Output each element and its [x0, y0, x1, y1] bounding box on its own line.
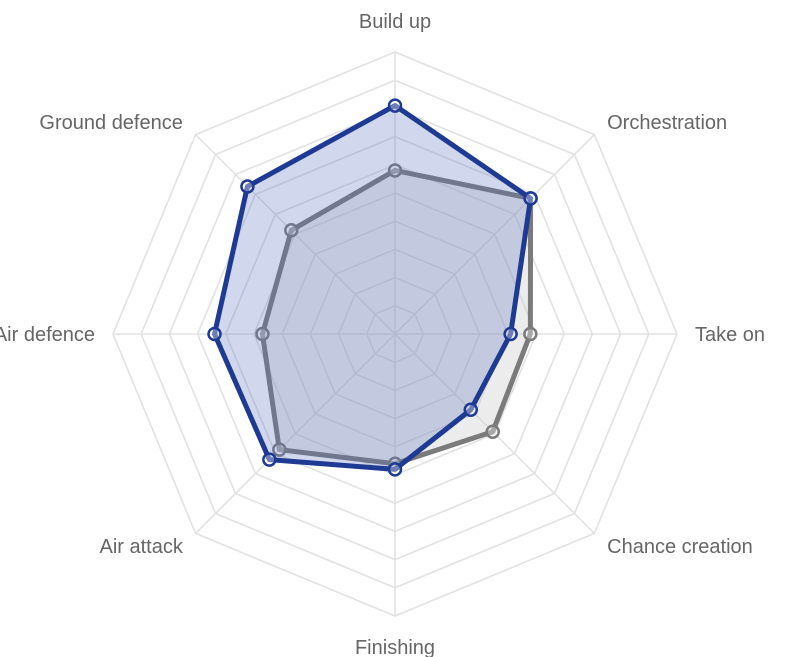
data-point: [463, 402, 479, 418]
axis-labels: Build up Orchestration Take on Chance creat…: [0, 11, 765, 657]
radar-series-layer: [207, 98, 538, 477]
axis-label: Air attack: [100, 536, 184, 558]
data-point: [485, 424, 500, 439]
data-point: [387, 98, 403, 113]
axis-label: Build up: [359, 11, 431, 33]
axis-label: Air defence: [0, 324, 95, 346]
data-point: [523, 326, 538, 342]
data-point: [387, 163, 403, 178]
axis-label: Finishing: [355, 637, 435, 657]
data-point: [272, 442, 287, 457]
data-point: [240, 179, 255, 194]
series-area: [212, 103, 534, 472]
axis-label: Orchestration: [607, 112, 727, 134]
data-point: [523, 191, 538, 206]
data-point: [387, 462, 403, 477]
data-point: [207, 326, 222, 342]
grid-spoke: [394, 134, 595, 335]
grid-spoke: [394, 333, 595, 534]
data-point: [284, 223, 299, 238]
data-point: [503, 326, 518, 342]
axis-label: Ground defence: [39, 112, 182, 134]
data-point: [262, 452, 277, 467]
series-group: [207, 98, 538, 477]
grid-spoke: [195, 333, 396, 534]
axis-label: Take on: [695, 324, 765, 346]
data-point: [255, 326, 270, 342]
axis-label: Chance creation: [607, 536, 753, 558]
